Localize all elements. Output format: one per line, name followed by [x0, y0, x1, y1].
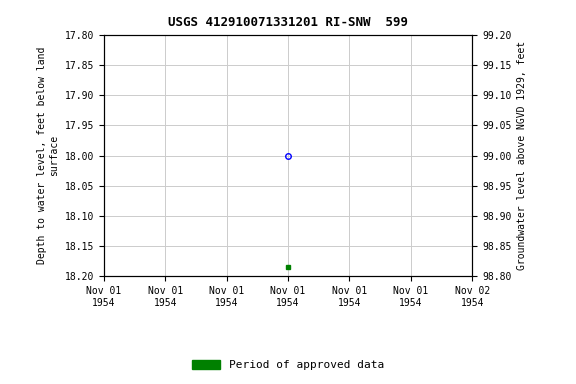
Legend: Period of approved data: Period of approved data	[188, 356, 388, 375]
Y-axis label: Depth to water level, feet below land
surface: Depth to water level, feet below land su…	[37, 47, 59, 264]
Y-axis label: Groundwater level above NGVD 1929, feet: Groundwater level above NGVD 1929, feet	[517, 41, 527, 270]
Title: USGS 412910071331201 RI-SNW  599: USGS 412910071331201 RI-SNW 599	[168, 16, 408, 29]
